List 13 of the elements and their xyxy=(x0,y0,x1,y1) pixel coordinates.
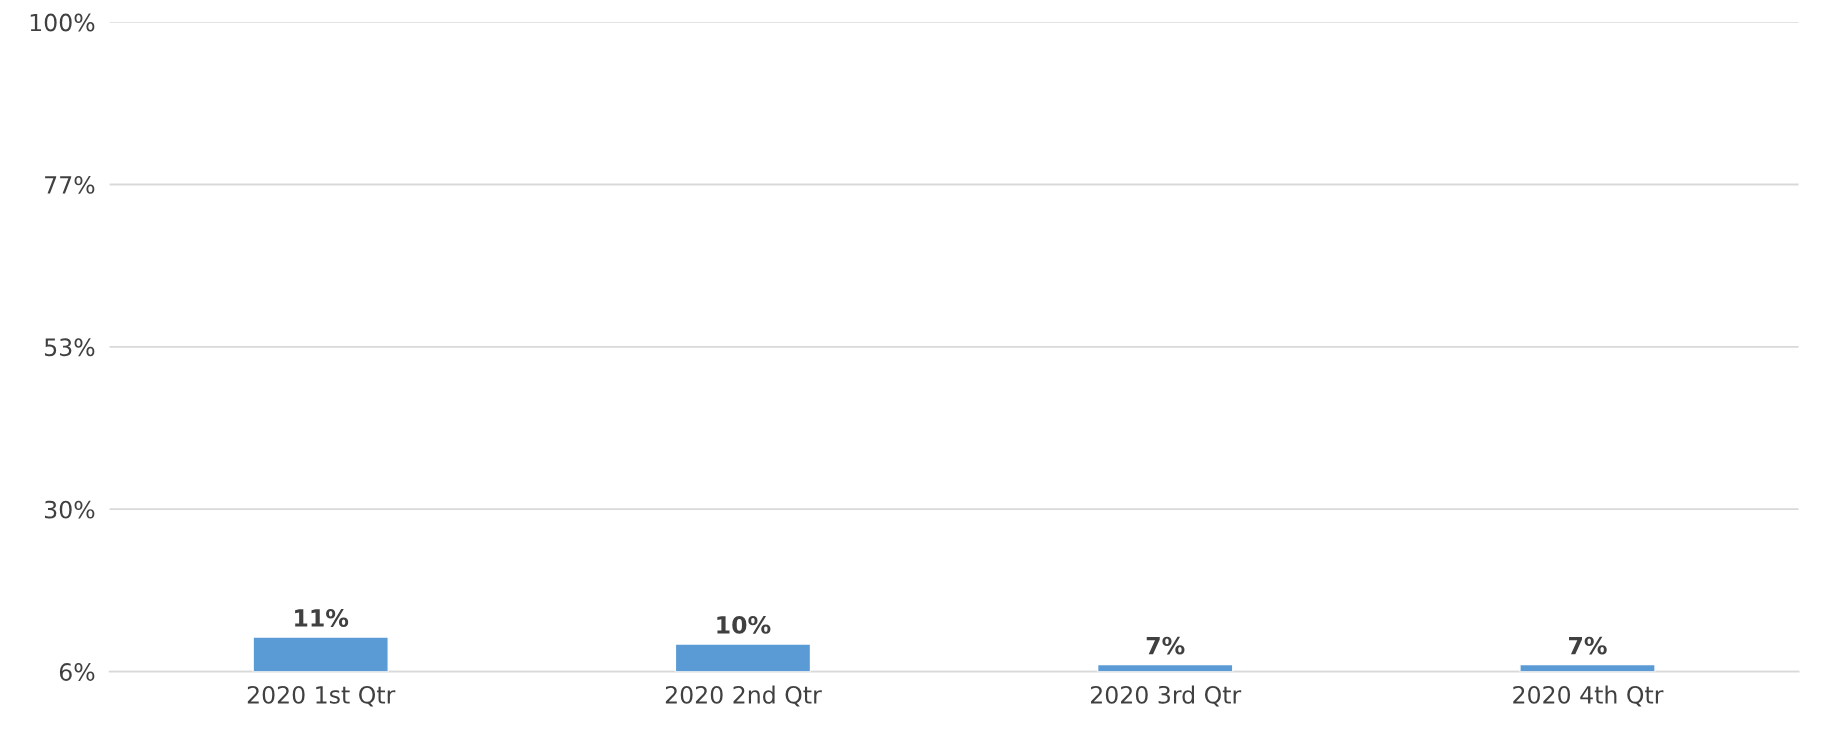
data-label: 7% xyxy=(1146,636,1185,655)
x-tick-label: 2020 3rd Qtr xyxy=(1090,685,1242,707)
x-tick-label: 2020 1st Qtr xyxy=(247,685,396,707)
data-label: 10% xyxy=(717,615,771,634)
x-tick-label: 2020 2nd Qtr xyxy=(665,685,822,707)
y-tick-label: 30% xyxy=(44,500,95,519)
data-label: 11% xyxy=(295,609,349,627)
y-tick-label: 77% xyxy=(45,175,95,194)
y-tick-label: 100% xyxy=(30,13,95,32)
data-label: 7% xyxy=(1569,636,1607,655)
y-tick-label: 6% xyxy=(59,663,95,681)
y-tick-label: 53% xyxy=(45,338,95,357)
x-tick-label: 2020 4th Qtr xyxy=(1513,685,1664,707)
